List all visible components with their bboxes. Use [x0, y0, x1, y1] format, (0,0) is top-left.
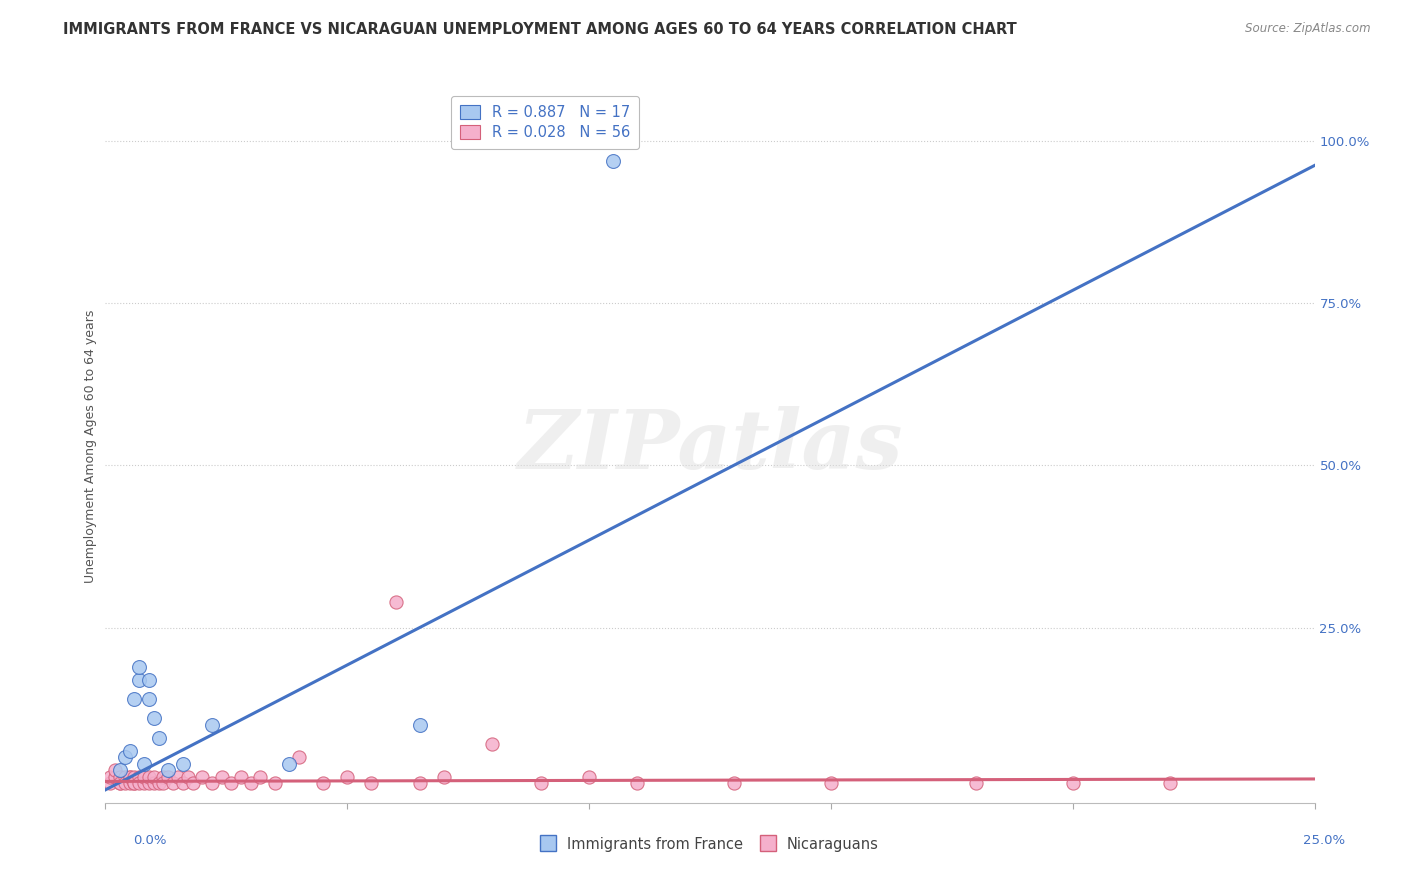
Point [181, 776, 204, 790]
Point [134, 770, 156, 784]
Point [118, 776, 141, 790]
Point [409, 776, 432, 790]
Point [118, 770, 141, 784]
Point [128, 776, 150, 790]
Point [138, 770, 160, 784]
Point [138, 776, 160, 790]
Text: 0.0%: 0.0% [134, 834, 167, 847]
Point [114, 770, 136, 784]
Point [360, 776, 382, 790]
Point [176, 770, 198, 784]
Point [157, 770, 180, 784]
Point [124, 776, 146, 790]
Point [481, 738, 503, 752]
Point [108, 770, 131, 784]
Point [142, 776, 165, 790]
Point [201, 718, 224, 732]
Point [1062, 776, 1084, 790]
Point [142, 770, 165, 784]
Point [104, 770, 127, 784]
Point [433, 770, 456, 784]
Point [138, 673, 160, 687]
Point [626, 776, 648, 790]
Point [249, 770, 271, 784]
Point [98, 770, 121, 784]
Point [820, 776, 842, 790]
Point [191, 770, 214, 784]
Point [108, 764, 131, 778]
Point [263, 776, 285, 790]
Point [167, 770, 190, 784]
Text: ZIPatlas: ZIPatlas [517, 406, 903, 486]
Text: 25.0%: 25.0% [1303, 834, 1346, 847]
Point [1159, 776, 1181, 790]
Point [384, 595, 406, 609]
Point [128, 770, 150, 784]
Point [148, 776, 170, 790]
Point [108, 776, 131, 790]
Point [128, 673, 150, 687]
Point [409, 718, 432, 732]
Point [124, 692, 146, 706]
Point [239, 776, 262, 790]
Point [142, 711, 165, 725]
Text: Source: ZipAtlas.com: Source: ZipAtlas.com [1246, 22, 1371, 36]
Point [157, 764, 180, 778]
Point [288, 750, 311, 764]
Y-axis label: Unemployment Among Ages 60 to 64 years: Unemployment Among Ages 60 to 64 years [84, 310, 97, 582]
Point [965, 776, 987, 790]
Point [108, 776, 131, 790]
Point [602, 153, 624, 168]
Point [172, 756, 194, 771]
Point [219, 776, 242, 790]
Text: IMMIGRANTS FROM FRANCE VS NICARAGUAN UNEMPLOYMENT AMONG AGES 60 TO 64 YEARS CORR: IMMIGRANTS FROM FRANCE VS NICARAGUAN UNE… [63, 22, 1017, 37]
Point [278, 756, 301, 771]
Point [114, 750, 136, 764]
Point [162, 776, 184, 790]
Point [530, 776, 553, 790]
Point [152, 770, 174, 784]
Point [336, 770, 359, 784]
Point [98, 776, 121, 790]
Point [118, 770, 141, 784]
Point [152, 776, 174, 790]
Point [118, 744, 141, 758]
Point [124, 776, 146, 790]
Point [312, 776, 335, 790]
Point [104, 764, 127, 778]
Point [211, 770, 233, 784]
Point [124, 770, 146, 784]
Point [578, 770, 600, 784]
Point [138, 692, 160, 706]
Point [134, 776, 156, 790]
Point [114, 776, 136, 790]
Point [148, 731, 170, 745]
Point [134, 756, 156, 771]
Point [229, 770, 252, 784]
Point [201, 776, 224, 790]
Legend: Immigrants from France, Nicaraguans: Immigrants from France, Nicaraguans [534, 830, 886, 860]
Point [128, 659, 150, 673]
Point [172, 776, 194, 790]
Point [723, 776, 745, 790]
